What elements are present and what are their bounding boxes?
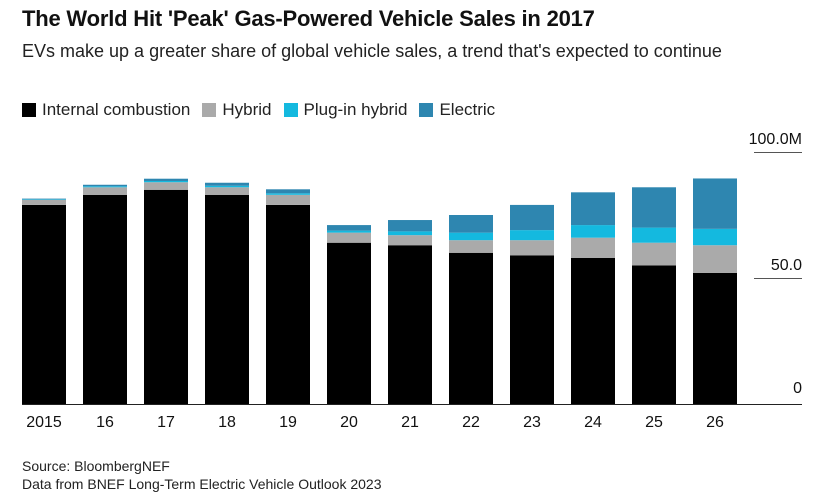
bar-hybrid-20 (327, 232, 371, 243)
bar-electric-21 (388, 220, 432, 232)
bar-internal-combustion-24 (571, 257, 615, 404)
bar-plug-in-hybrid-26 (693, 228, 737, 246)
bar-hybrid-17 (144, 182, 188, 190)
bar-electric-23 (510, 204, 554, 231)
bar-electric-26 (693, 178, 737, 229)
bar-electric-18 (205, 182, 249, 186)
legend-swatch-plug-in-hybrid (283, 103, 298, 117)
x-tick-label: 18 (218, 414, 236, 431)
bar-electric-19 (266, 189, 310, 194)
legend-item-hybrid: Hybrid (202, 100, 272, 120)
bar-electric-20 (327, 225, 371, 231)
legend-swatch-electric (419, 103, 434, 117)
bar-plug-in-hybrid-17 (144, 180, 188, 183)
bar-electric-25 (632, 187, 676, 228)
bar-electric-17 (144, 178, 188, 181)
y-tick-label: 50.0 (771, 257, 802, 274)
bar-internal-combustion-16 (83, 194, 127, 404)
bar-hybrid-2015 (22, 199, 66, 205)
bar-plug-in-hybrid-20 (327, 230, 371, 233)
bar-plug-in-hybrid-16 (83, 186, 127, 188)
source-note: Source: BloombergNEF (22, 458, 170, 474)
x-tick-label: 19 (279, 414, 297, 431)
legend: Internal combustion Hybrid Plug-in hybri… (22, 100, 507, 120)
bar-electric-2015 (22, 198, 66, 200)
bar-hybrid-26 (693, 245, 737, 273)
bar-internal-combustion-19 (266, 204, 310, 404)
bar-plug-in-hybrid-21 (388, 231, 432, 236)
chart-title: The World Hit 'Peak' Gas-Powered Vehicle… (22, 6, 595, 31)
bar-hybrid-22 (449, 240, 493, 253)
legend-item-electric: Electric (419, 100, 495, 120)
x-tick-label: 21 (401, 414, 419, 431)
bar-electric-22 (449, 215, 493, 233)
bar-internal-combustion-17 (144, 189, 188, 404)
x-tick-label: 2015 (26, 414, 62, 431)
bar-hybrid-19 (266, 194, 310, 205)
bar-hybrid-25 (632, 242, 676, 266)
y-tick-label: 100.0M (749, 131, 802, 148)
bar-hybrid-16 (83, 187, 127, 195)
bar-plug-in-hybrid-19 (266, 193, 310, 195)
x-tick-label: 25 (645, 414, 663, 431)
bar-internal-combustion-2015 (22, 204, 66, 404)
legend-item-plug-in-hybrid: Plug-in hybrid (283, 100, 408, 120)
x-tick-label: 23 (523, 414, 541, 431)
legend-swatch-internal-combustion (22, 103, 36, 117)
bar-plug-in-hybrid-18 (205, 185, 249, 188)
legend-label-internal-combustion: Internal combustion (42, 100, 191, 119)
x-tick-label: 17 (157, 414, 175, 431)
bar-hybrid-24 (571, 237, 615, 258)
x-tick-label: 20 (340, 414, 358, 431)
chart-footer: Source: BloombergNEF Data from BNEF Long… (22, 457, 382, 493)
bar-internal-combustion-25 (632, 265, 676, 404)
chart-subtitle: EVs make up a greater share of global ve… (22, 41, 722, 61)
bar-electric-24 (571, 192, 615, 226)
legend-label-plug-in-hybrid: Plug-in hybrid (303, 100, 408, 119)
legend-label-electric: Electric (439, 100, 496, 119)
bar-electric-16 (83, 184, 127, 187)
bar-plug-in-hybrid-22 (449, 232, 493, 241)
bar-hybrid-23 (510, 240, 554, 256)
legend-item-internal-combustion: Internal combustion (22, 100, 190, 120)
bar-internal-combustion-20 (327, 242, 371, 404)
bar-internal-combustion-22 (449, 252, 493, 404)
bar-internal-combustion-23 (510, 255, 554, 404)
x-tick-label: 22 (462, 414, 480, 431)
legend-swatch-hybrid (202, 103, 217, 117)
x-tick-label: 26 (706, 414, 724, 431)
bar-plug-in-hybrid-23 (510, 230, 554, 241)
bar-hybrid-18 (205, 187, 249, 195)
bar-internal-combustion-26 (693, 272, 737, 404)
bar-plug-in-hybrid-2015 (22, 199, 66, 200)
legend-label-hybrid: Hybrid (222, 100, 272, 119)
bar-plug-in-hybrid-25 (632, 227, 676, 243)
data-note: Data from BNEF Long-Term Electric Vehicl… (22, 476, 382, 492)
bar-internal-combustion-21 (388, 245, 432, 404)
x-tick-label: 16 (96, 414, 114, 431)
bar-hybrid-21 (388, 235, 432, 246)
y-tick-label: 0 (793, 380, 802, 397)
x-tick-label: 24 (584, 414, 602, 431)
bar-internal-combustion-18 (205, 194, 249, 404)
bar-plug-in-hybrid-24 (571, 225, 615, 238)
